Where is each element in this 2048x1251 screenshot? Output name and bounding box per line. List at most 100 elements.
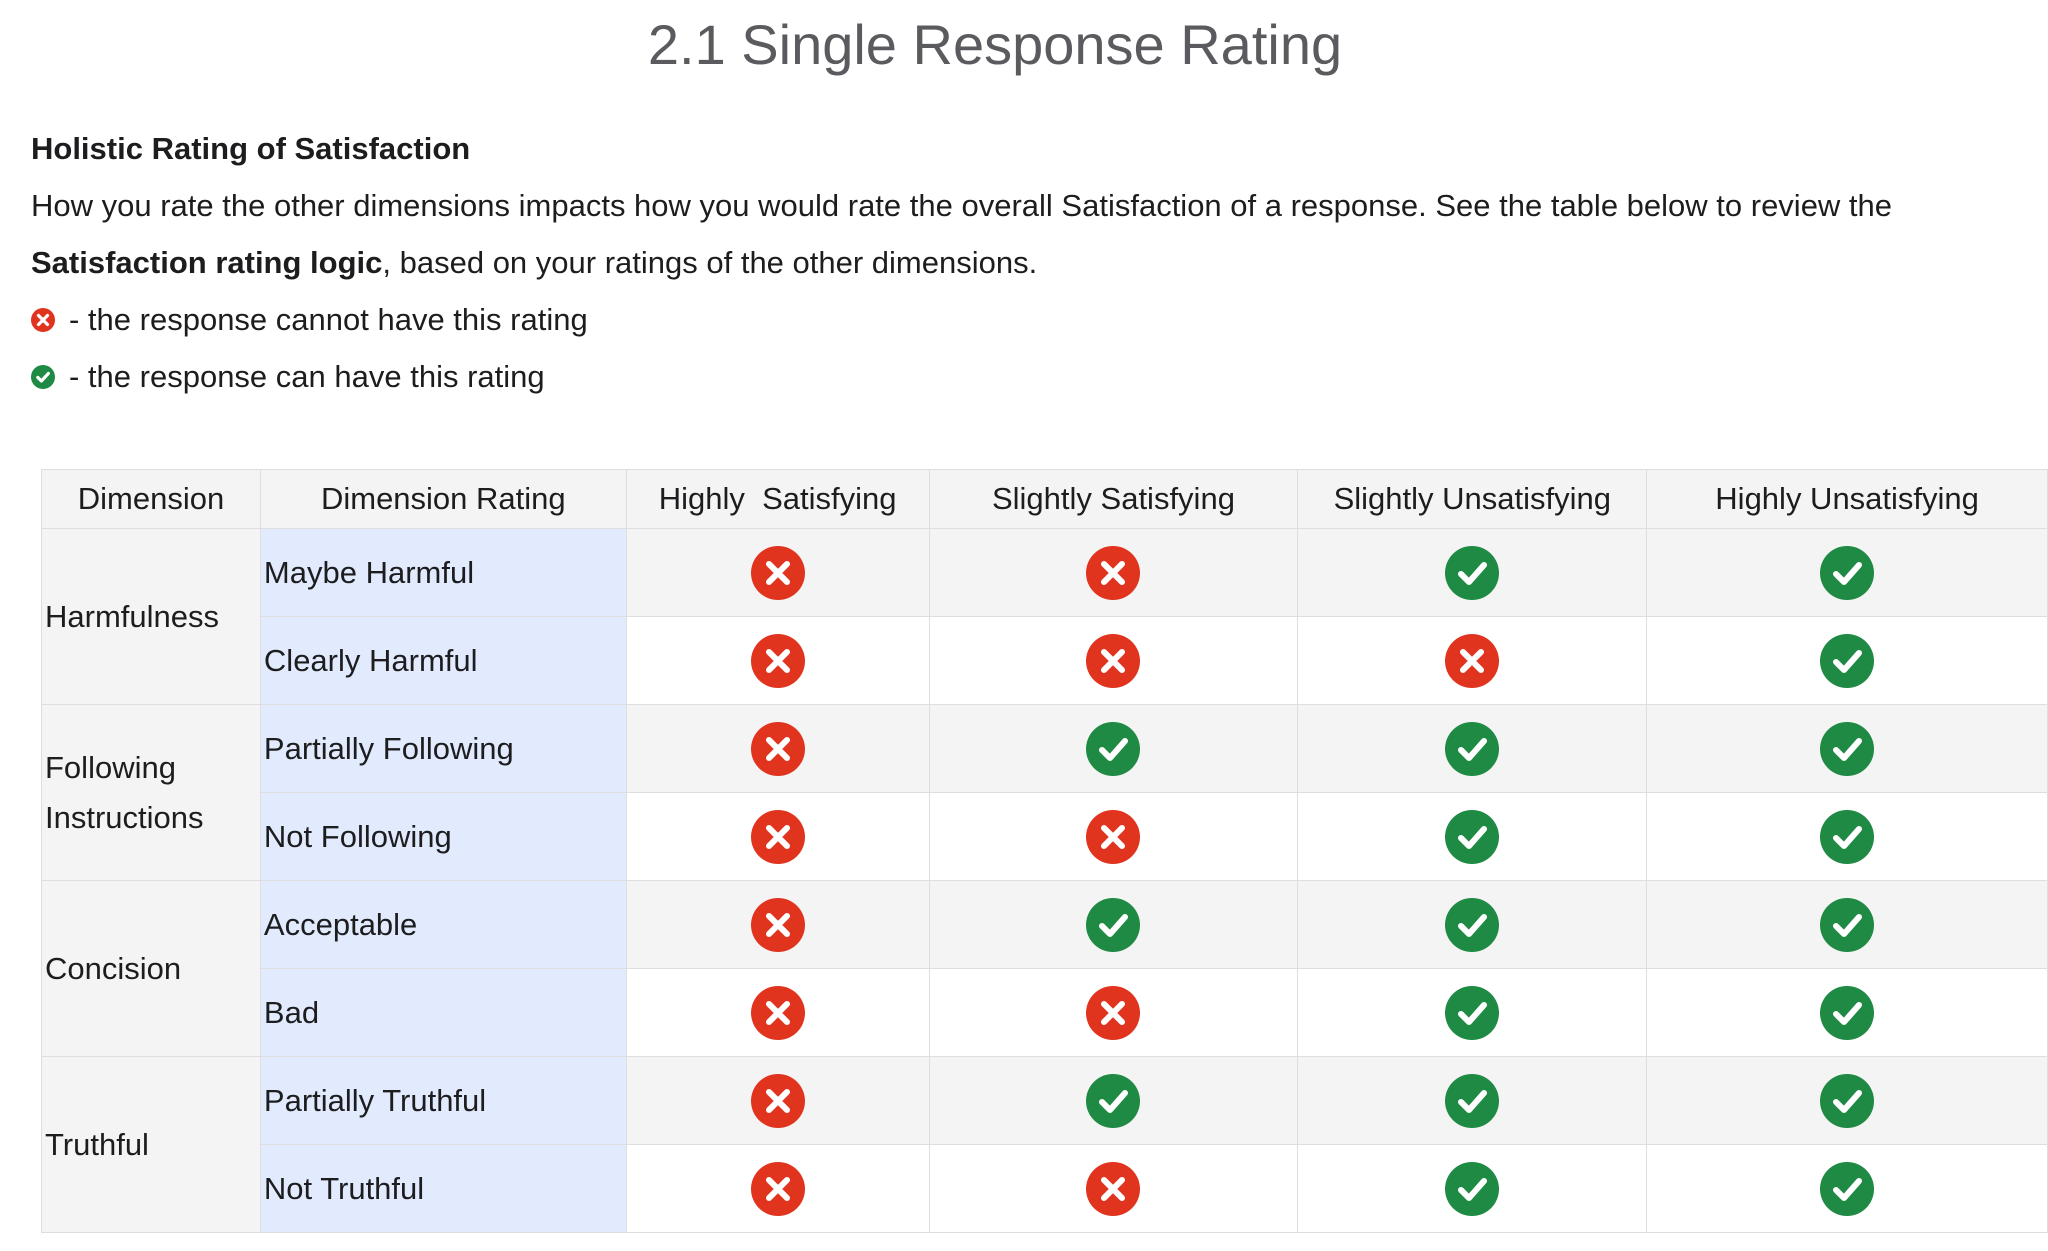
table-row: Following Instructions Partially Following xyxy=(41,704,2048,881)
mark-cell xyxy=(928,880,1299,969)
dimension-cell: Following Instructions xyxy=(41,704,261,881)
mark-cell xyxy=(1297,1056,1648,1145)
mark-cell xyxy=(625,968,930,1057)
dimension-rating-cell: Acceptable xyxy=(259,880,627,969)
check-icon xyxy=(1820,809,1875,864)
header-highly-satisfying: Highly Satisfying xyxy=(625,469,930,529)
dimension-cell: Truthful xyxy=(41,1056,261,1233)
mark-cell xyxy=(625,616,930,705)
intro-text-bold: Satisfaction rating logic xyxy=(31,245,383,280)
table-row: Harmfulness Maybe Harmful xyxy=(41,528,2048,705)
table-row: Bad xyxy=(42,968,2048,1057)
check-icon xyxy=(1820,1161,1875,1216)
cross-icon xyxy=(1086,1161,1141,1216)
mark-cell xyxy=(625,528,930,617)
check-icon xyxy=(1820,721,1875,776)
dimension-rating-cell: Not Truthful xyxy=(259,1144,627,1233)
check-icon xyxy=(1086,897,1141,952)
mark-cell xyxy=(1297,968,1648,1057)
mark-cell xyxy=(625,1144,930,1233)
check-icon xyxy=(1820,1073,1875,1128)
check-icon xyxy=(1086,1073,1141,1128)
cross-icon xyxy=(750,721,805,776)
table-body: Harmfulness Maybe Harmful Clearly Harmful F… xyxy=(41,528,2048,1233)
mark-cell xyxy=(625,792,930,881)
cross-icon xyxy=(750,1073,805,1128)
dimension-rating-cell: Maybe Harmful xyxy=(259,528,627,617)
check-icon xyxy=(1445,545,1500,600)
cross-icon xyxy=(1086,545,1141,600)
dimension-label: Truthful xyxy=(45,1126,149,1162)
check-icon xyxy=(1445,1161,1500,1216)
dimension-cell: Concision xyxy=(41,880,261,1057)
header-dimension: Dimension xyxy=(41,469,261,529)
mark-cell xyxy=(928,616,1299,705)
check-icon xyxy=(1820,633,1875,688)
table-row: Not Truthful xyxy=(42,1144,2048,1233)
mark-cell xyxy=(928,792,1299,881)
cross-icon xyxy=(1086,985,1141,1040)
mark-cell xyxy=(1646,528,2048,617)
check-icon xyxy=(1086,721,1141,776)
dimension-rating-cell: Not Following xyxy=(259,792,627,881)
table-row: Clearly Harmful xyxy=(42,616,2048,705)
mark-cell xyxy=(1646,704,2048,793)
table-row: Truthful Partially Truthful xyxy=(41,1056,2048,1233)
cross-icon xyxy=(750,897,805,952)
mark-cell xyxy=(1297,880,1648,969)
mark-cell xyxy=(625,704,930,793)
satisfaction-logic-table: Dimension Dimension Rating Highly Satisf… xyxy=(41,469,2048,1233)
header-dimension-rating: Dimension Rating xyxy=(259,469,627,529)
legend-can: - the response can have this rating xyxy=(31,348,2011,405)
mark-cell xyxy=(1297,792,1648,881)
mark-cell xyxy=(1646,792,2048,881)
check-icon xyxy=(1445,721,1500,776)
mark-cell xyxy=(1646,1144,2048,1233)
check-icon xyxy=(1445,985,1500,1040)
check-icon xyxy=(1445,897,1500,952)
check-icon xyxy=(1820,985,1875,1040)
mark-cell xyxy=(928,1144,1299,1233)
intro-text-part1: How you rate the other dimensions impact… xyxy=(31,188,1893,223)
cross-icon xyxy=(1086,633,1141,688)
mark-cell xyxy=(625,1056,930,1145)
mark-cell xyxy=(928,968,1299,1057)
cross-icon xyxy=(1445,633,1500,688)
dimension-label: Harmfulness xyxy=(45,598,219,634)
header-slightly-unsatisfying: Slightly Unsatisfying xyxy=(1297,469,1648,529)
table-header-row: Dimension Dimension Rating Highly Satisf… xyxy=(41,469,2048,529)
intro-paragraph: How you rate the other dimensions impact… xyxy=(31,177,2011,291)
check-icon xyxy=(1445,1073,1500,1128)
mark-cell xyxy=(625,880,930,969)
mark-cell xyxy=(1646,880,2048,969)
section-heading: Holistic Rating of Satisfaction xyxy=(31,131,471,166)
cross-icon xyxy=(750,809,805,864)
dimension-label: Instructions xyxy=(45,799,204,835)
legend-can-text: - the response can have this rating xyxy=(69,359,545,394)
mark-cell xyxy=(928,704,1299,793)
intro-text-part2: , based on your ratings of the other dim… xyxy=(382,245,1038,280)
dimension-label: Concision xyxy=(45,950,182,986)
dimension-cell: Harmfulness xyxy=(41,528,261,705)
mark-cell xyxy=(1297,704,1648,793)
check-icon xyxy=(1820,897,1875,952)
legend-cannot-text: - the response cannot have this rating xyxy=(69,302,588,337)
header-highly-unsatisfying: Highly Unsatisfying xyxy=(1646,469,2048,529)
mark-cell xyxy=(1646,616,2048,705)
mark-cell xyxy=(1646,968,2048,1057)
legend-cannot: - the response cannot have this rating xyxy=(31,291,2011,348)
intro-section: Holistic Rating of Satisfaction How you … xyxy=(31,120,2011,405)
dimension-rating-cell: Partially Following xyxy=(259,704,627,793)
header-slightly-satisfying: Slightly Satisfying xyxy=(928,469,1299,529)
mark-cell xyxy=(1297,616,1648,705)
cross-icon xyxy=(31,307,55,332)
cross-icon xyxy=(1086,809,1141,864)
cross-icon xyxy=(750,985,805,1040)
cross-icon xyxy=(750,1161,805,1216)
dimension-label: Following xyxy=(45,749,176,785)
mark-cell xyxy=(928,528,1299,617)
cross-icon xyxy=(750,545,805,600)
mark-cell xyxy=(1297,528,1648,617)
mark-cell xyxy=(1297,1144,1648,1233)
dimension-rating-cell: Partially Truthful xyxy=(259,1056,627,1145)
